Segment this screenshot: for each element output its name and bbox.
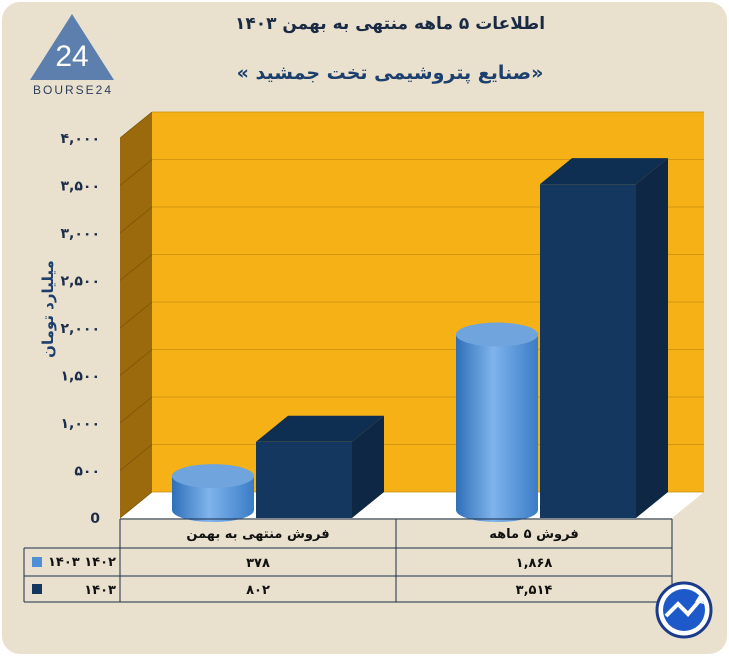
legend-swatch-1403 xyxy=(32,584,42,594)
side-gridline xyxy=(119,301,153,329)
y-tick-label: ۴,۰۰۰ xyxy=(61,131,101,147)
side-gridline xyxy=(119,491,153,519)
legend-label-1402: ۱۴۰۲ ۱۴۰۳ xyxy=(48,555,116,570)
category-label: فروش منتهی به بهمن xyxy=(186,527,329,542)
side-gridline xyxy=(119,396,153,424)
y-axis-label: میلیارد تومان xyxy=(39,260,57,358)
side-gridline xyxy=(119,206,153,234)
side-gridline xyxy=(119,254,153,281)
bar-1402-cylinder xyxy=(172,476,254,522)
bar-1403-top xyxy=(256,415,384,442)
side-gridline xyxy=(119,349,153,376)
y-tick-label: 0 xyxy=(90,511,100,527)
y-tick-label: ۲,۵۰۰ xyxy=(61,274,101,290)
category-label: فروش ۵ ماهه xyxy=(489,527,578,542)
side-gridline xyxy=(119,111,153,139)
logo-mark: 24 xyxy=(55,40,88,73)
bar-1403-top xyxy=(540,158,668,185)
bar-1403-front xyxy=(256,441,352,518)
bar-1403-side xyxy=(636,158,668,519)
y-tick-label: ۳,۵۰۰ xyxy=(61,179,101,195)
data-label: ۸۰۲ xyxy=(246,583,270,598)
bar-1402-cylinder xyxy=(456,334,538,522)
y-tick-label: ۱,۰۰۰ xyxy=(61,416,101,432)
bar-1403-side xyxy=(352,415,384,518)
y-tick-label: ۱,۵۰۰ xyxy=(61,369,101,385)
legend-label-1403: ۱۴۰۳ xyxy=(84,583,116,598)
data-label: ۳,۵۱۴ xyxy=(516,583,553,598)
side-gridline xyxy=(119,444,153,471)
legend-swatch-1402 xyxy=(32,557,42,567)
bar-1403-front xyxy=(540,184,636,519)
badge-icon xyxy=(655,581,713,639)
chart-subtitle: «صنایع پتروشیمی تخت جمشید » xyxy=(236,62,544,84)
y-tick-label: ۵۰۰ xyxy=(74,464,100,480)
side-gridline xyxy=(119,159,153,186)
bourse24-logo: 24 xyxy=(30,14,114,80)
chart-title: اطلاعات ۵ ماهه منتهی به بهمن ۱۴۰۳ xyxy=(234,14,546,34)
data-label: ۱,۸۶۸ xyxy=(516,556,553,571)
y-tick-label: ۳,۰۰۰ xyxy=(61,226,101,242)
data-label: ۳۷۸ xyxy=(246,556,270,571)
y-tick-label: ۲,۰۰۰ xyxy=(61,321,101,337)
logo-text: BOURSE24 xyxy=(32,83,114,97)
bar-1402-cylinder-top xyxy=(456,322,538,347)
bar-1402-cylinder-top xyxy=(172,464,254,489)
